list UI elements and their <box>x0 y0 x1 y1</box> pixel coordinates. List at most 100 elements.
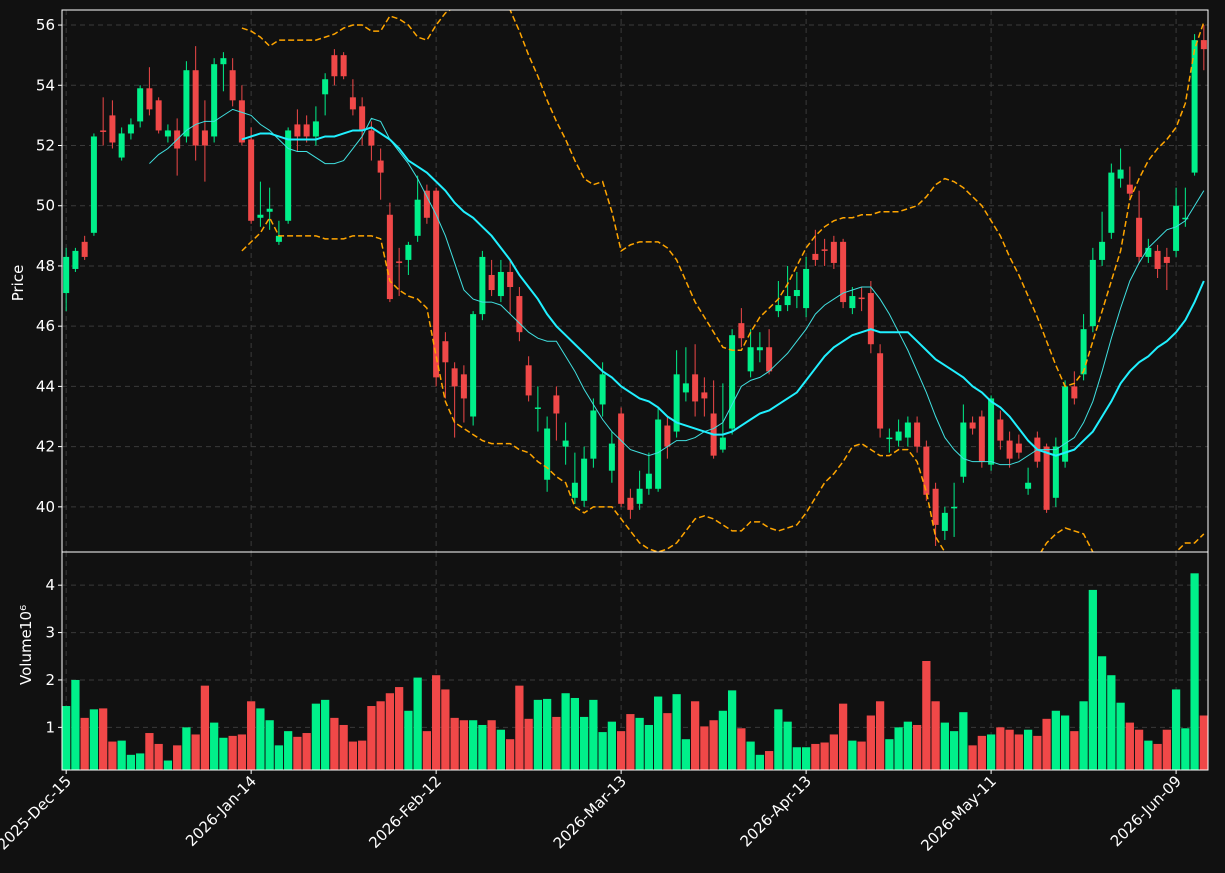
volume-bar <box>358 740 367 770</box>
candle-body <box>1052 446 1059 498</box>
volume-bar <box>496 729 506 770</box>
candle-body <box>1089 259 1096 327</box>
y-tick-label: 3 <box>45 624 55 642</box>
volume-bar <box>727 690 737 770</box>
volume-bar <box>515 685 524 770</box>
volume-bar <box>1199 715 1208 770</box>
candle-body <box>988 398 995 465</box>
candle-body <box>470 314 477 417</box>
candle-body <box>1191 40 1198 173</box>
candle-body <box>118 133 125 158</box>
volume-bar <box>829 734 838 770</box>
candle-body <box>405 244 412 260</box>
volume-bar <box>62 706 71 770</box>
volume-bar <box>783 721 792 770</box>
candle-body <box>645 473 652 489</box>
candle-body <box>904 422 911 438</box>
volume-bar <box>237 734 247 770</box>
volume-bar <box>154 743 163 770</box>
volume-bar <box>1125 722 1134 770</box>
candle-body <box>90 136 97 233</box>
volume-bar <box>459 720 469 770</box>
volume-bar <box>672 694 681 770</box>
volume-axis-label: Volume <box>17 629 35 685</box>
volume-bar <box>755 754 764 770</box>
candle-body <box>488 274 495 291</box>
volume-bar <box>552 716 561 770</box>
candle-body <box>1173 205 1180 251</box>
candle-body <box>72 250 79 269</box>
volume-bar <box>469 720 478 770</box>
volume-bar <box>1116 702 1125 770</box>
volume-bar <box>1144 740 1153 770</box>
volume-bar <box>792 747 801 770</box>
volume-bar <box>885 739 894 770</box>
candle-body <box>137 88 144 122</box>
candle-body <box>775 305 782 312</box>
candle-body <box>636 488 643 504</box>
y-tick-label: 44 <box>36 377 55 395</box>
candle-body <box>969 422 976 429</box>
volume-bar <box>284 731 293 770</box>
candle-body <box>1182 217 1189 220</box>
volume-bar <box>450 717 459 770</box>
volume-bar <box>219 737 228 770</box>
volume-bar <box>117 740 126 770</box>
y-tick-label: 54 <box>36 76 55 94</box>
volume-bar <box>811 743 820 770</box>
candle-body <box>812 253 819 260</box>
volume-bar <box>376 701 385 770</box>
volume-bar <box>598 732 607 770</box>
candle-body <box>1163 256 1170 263</box>
volume-bar <box>247 701 256 770</box>
volume-bar <box>801 747 811 770</box>
volume-bar <box>108 741 117 770</box>
volume-scale-label: 10⁶ <box>17 605 35 630</box>
candle-body <box>340 55 347 77</box>
volume-bar <box>820 742 829 770</box>
volume-bar <box>894 727 903 770</box>
volume-bar <box>228 735 237 770</box>
volume-bar <box>191 734 200 770</box>
candle-body <box>266 208 273 212</box>
volume-bar <box>700 726 709 770</box>
candle-body <box>867 293 874 345</box>
y-tick-label: 42 <box>36 438 55 456</box>
y-tick-label: 4 <box>45 576 55 594</box>
overlay-line <box>241 10 1205 388</box>
volume-bar <box>912 724 922 770</box>
volume-bar <box>182 727 191 770</box>
candle-body <box>1043 446 1050 510</box>
candle-body <box>211 64 218 137</box>
volume-bar <box>1023 729 1033 770</box>
candle-body <box>562 440 569 447</box>
candle-body <box>858 297 865 300</box>
volume-bar <box>607 721 617 770</box>
volume-bar <box>718 710 727 770</box>
volume-bar <box>1005 729 1014 770</box>
volume-bar <box>968 745 977 770</box>
candle-body <box>359 106 366 131</box>
volume-bar <box>422 731 432 770</box>
overlay-line <box>241 216 1205 552</box>
volume-bar <box>293 736 302 770</box>
candle-body <box>201 130 208 146</box>
candle-body <box>127 124 134 134</box>
candle-body <box>433 190 440 378</box>
candle-body <box>627 497 634 510</box>
volume-bar <box>311 703 321 770</box>
volume-bar <box>441 689 450 770</box>
candle-body <box>793 290 800 297</box>
volume-bar <box>1171 689 1181 770</box>
candle-body <box>322 79 329 95</box>
volume-bar <box>478 724 487 770</box>
candle-body <box>423 190 430 218</box>
candle-body <box>997 419 1004 441</box>
candle-body <box>414 199 421 236</box>
volume-bar <box>256 708 265 770</box>
volume-bar <box>274 745 284 770</box>
candle-body <box>849 296 856 309</box>
volume-bar <box>210 722 219 770</box>
candle-body <box>396 261 403 263</box>
volume-bar <box>126 754 136 770</box>
